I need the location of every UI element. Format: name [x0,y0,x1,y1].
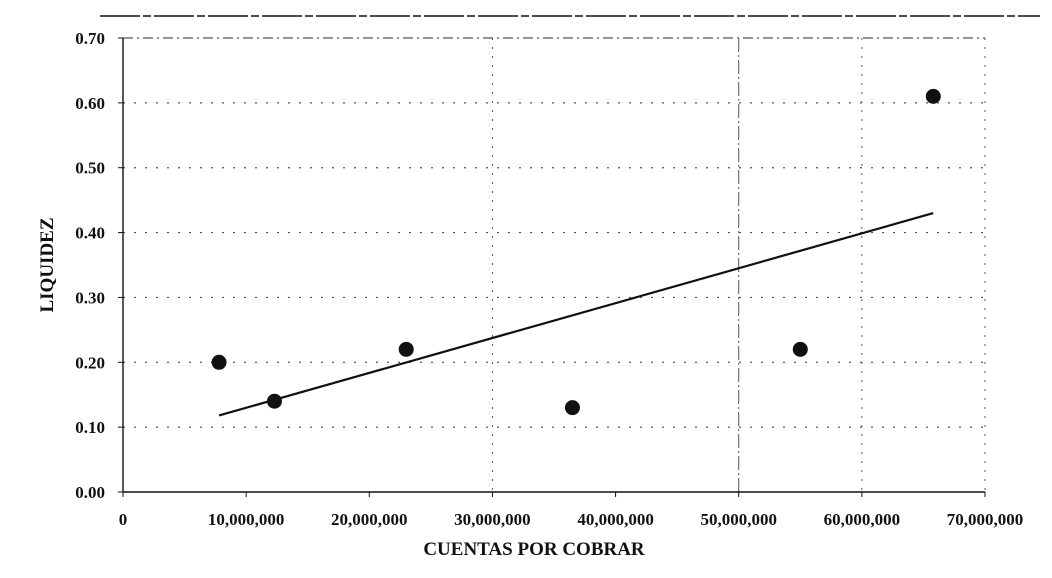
y-tick-label: 0.30 [75,288,105,307]
y-tick-label: 0.10 [75,418,105,437]
x-axis-title: CUENTAS POR COBRAR [423,539,645,560]
y-axis-title: LIQUIDEZ [37,217,58,312]
axes [100,15,1040,493]
x-tick-label: 0 [119,510,128,529]
x-tick-label: 60,000,000 [824,510,901,529]
x-tick-label: 40,000,000 [577,510,654,529]
x-tick-label: 50,000,000 [700,510,777,529]
x-tick-label: 70,000,000 [947,510,1024,529]
x-tick-label: 20,000,000 [331,510,408,529]
y-tick-label: 0.40 [75,224,105,243]
data-point [398,341,414,357]
y-tick-label: 0.50 [75,159,105,178]
grid-lines [123,37,986,492]
x-tick-label: 10,000,000 [208,510,285,529]
y-axis-ticks: 0.00 0.10 0.20 0.30 0.40 0.50 0.60 0.70 [75,29,123,502]
y-tick-label: 0.60 [75,94,105,113]
x-axis-ticks: 0 10,000,000 20,000,000 30,000,000 40,000,00… [119,492,1024,529]
y-tick-label: 0.20 [75,353,105,372]
data-point [266,393,282,409]
y-tick-label: 0.70 [75,29,105,48]
x-tick-label: 30,000,000 [454,510,531,529]
data-point [925,88,941,104]
trendline [218,212,934,417]
data-point [564,400,580,416]
data-point [792,341,808,357]
data-point [211,354,227,370]
data-points [211,88,941,416]
y-tick-label: 0.00 [75,483,105,502]
trendline-layer [218,212,934,417]
